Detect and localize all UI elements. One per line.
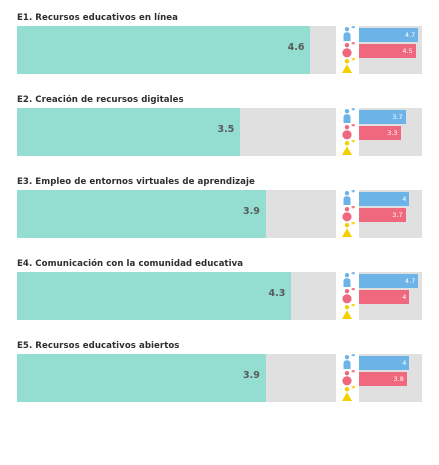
gender-icons [340,189,356,238]
other-gender-person-icon [340,139,356,156]
male-bar: 4.7 [359,28,419,42]
male-value-label: 3.7 [392,113,403,121]
chart-item: E1. Recursos educativos en línea 4.6 4.7 4.… [0,13,439,95]
female-value-label: 4.5 [402,47,413,55]
gender-bars-track: 4 3.8 [359,354,422,402]
overall-bar: 3.9 [17,354,266,402]
male-person-icon [340,25,356,42]
chart-item: E2. Creación de recursos digitales 3.5 3.7… [0,95,439,177]
overall-value-label: 3.5 [217,124,235,135]
other-gender-person-icon [340,221,356,238]
male-person-icon [340,271,356,288]
male-bar: 4.7 [359,274,419,288]
item-title: E4. Comunicación con la comunidad educat… [17,259,244,269]
gender-icons [340,25,356,74]
chart-item: E4. Comunicación con la comunidad educat… [0,259,439,341]
item-title: E2. Creación de recursos digitales [17,95,184,105]
female-person-icon [340,287,356,304]
other-gender-person-icon [340,303,356,320]
gender-bars-track: 4.7 4.5 [359,26,422,74]
item-title: E1. Recursos educativos en línea [17,13,178,23]
chart-item: E5. Recursos educativos abiertos 3.9 4 3.8 [0,341,439,423]
overall-bar: 3.9 [17,190,266,238]
male-person-icon [340,107,356,124]
other-gender-person-icon [340,57,356,74]
overall-bar-track: 3.9 [17,190,336,238]
gender-icons [340,271,356,320]
overall-bar-track: 3.9 [17,354,336,402]
female-value-label: 3.3 [387,129,398,137]
chart-item: E3. Empleo de entornos virtuales de apre… [0,177,439,259]
female-bar: 4.5 [359,44,416,58]
female-value-label: 3.7 [392,211,403,219]
overall-value-label: 4.6 [287,42,305,53]
female-bar: 3.7 [359,208,406,222]
overall-value-label: 3.9 [242,370,260,381]
gender-icons [340,107,356,156]
female-person-icon [340,41,356,58]
male-person-icon [340,353,356,370]
overall-bar-track: 4.6 [17,26,336,74]
male-bar: 4 [359,192,410,206]
overall-value-label: 3.9 [242,206,260,217]
overall-bar: 4.6 [17,26,311,74]
overall-bar-track: 4.3 [17,272,336,320]
overall-bar: 4.3 [17,272,292,320]
female-bar: 4 [359,290,410,304]
male-person-icon [340,189,356,206]
gender-bars-track: 3.7 3.3 [359,108,422,156]
female-person-icon [340,369,356,386]
male-value-label: 4.7 [404,277,416,285]
female-person-icon [340,123,356,140]
female-value-label: 3.8 [393,375,404,383]
female-person-icon [340,205,356,222]
item-title: E5. Recursos educativos abiertos [17,341,180,351]
male-bar: 4 [359,356,410,370]
male-bar: 3.7 [359,110,406,124]
item-title: E3. Empleo de entornos virtuales de apre… [17,177,255,187]
overall-bar-track: 3.5 [17,108,336,156]
overall-value-label: 4.3 [268,288,286,299]
gender-bars-track: 4.7 4 [359,272,422,320]
overall-bar: 3.5 [17,108,241,156]
gender-icons [340,353,356,402]
female-bar: 3.8 [359,372,407,386]
female-bar: 3.3 [359,126,401,140]
male-value-label: 4.7 [404,31,416,39]
other-gender-person-icon [340,385,356,402]
male-value-label: 4 [402,359,407,367]
gender-bars-track: 4 3.7 [359,190,422,238]
female-value-label: 4 [402,293,407,301]
male-value-label: 4 [402,195,407,203]
